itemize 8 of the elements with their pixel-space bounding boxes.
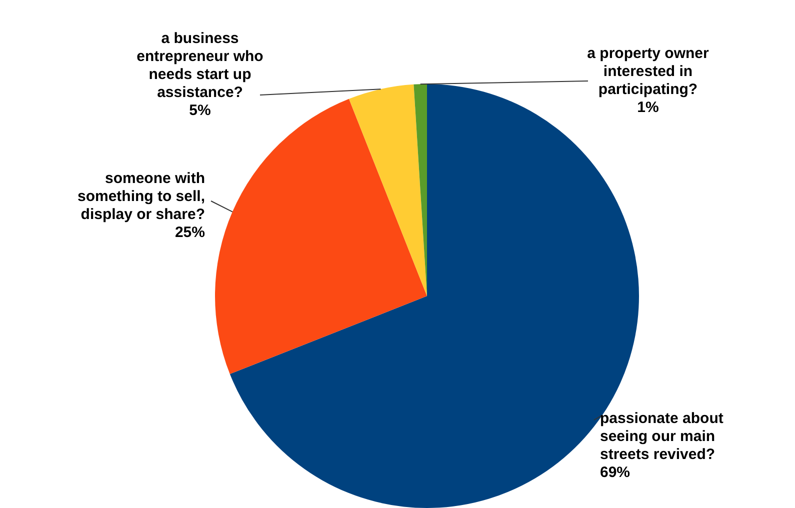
slice-label: someone with something to sell, display or share? <box>77 170 205 224</box>
slice-label: a property owner interested in participating? <box>587 45 710 98</box>
slice-label: passionate about seeing our main streets revived? <box>600 410 724 464</box>
data-label: 5% <box>189 102 211 120</box>
slice-label: a business entrepreneur who needs start up assistance? <box>136 30 264 102</box>
data-label: 1% <box>637 99 659 116</box>
data-label: 25% <box>174 224 205 242</box>
data-label: 69% <box>600 464 630 482</box>
